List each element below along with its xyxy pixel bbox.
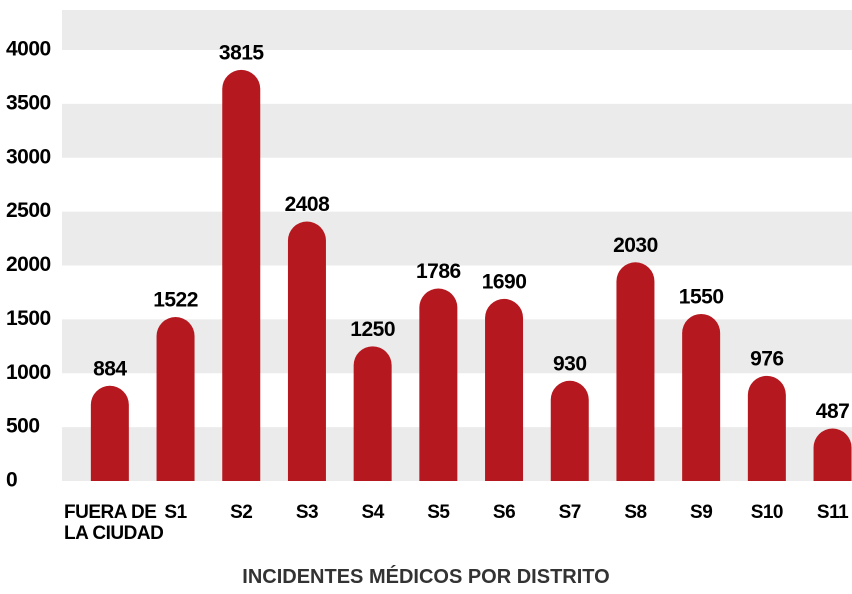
bar [287,221,326,481]
bar [747,375,786,481]
x-tick-label: S1 [164,502,187,523]
grid-band [62,103,852,158]
y-tick-label: 3000 [6,145,51,168]
value-label: 487 [816,400,850,423]
y-tick-label: 2500 [6,199,51,222]
chart-title: INCIDENTES MÉDICOS POR DISTRITO [242,566,610,588]
value-label: 2030 [613,234,658,257]
value-label: 1550 [679,286,724,309]
x-tick-label: S2 [230,502,253,523]
bar [419,288,458,481]
bar [90,385,129,481]
x-tick-label: S9 [690,502,713,523]
value-label: 3815 [219,41,265,64]
value-label: 884 [93,357,127,380]
bar [485,298,524,481]
bar [353,346,392,481]
bar [550,380,589,481]
bar [682,313,721,481]
x-tick-label: S5 [427,502,450,523]
value-label: 1250 [350,318,395,341]
grid-band [62,10,852,50]
value-label: 1522 [153,289,198,312]
x-tick-label: S11 [816,502,849,523]
value-label: 976 [750,347,784,370]
bar [616,262,655,481]
x-tick-label: S4 [361,502,385,523]
value-label: 930 [553,352,587,375]
grid-band [62,211,852,266]
y-tick-label: 4000 [6,38,51,61]
x-tick-label: S7 [558,502,582,523]
y-tick-label: 0 [6,469,17,492]
x-tick-label: S3 [295,502,319,523]
bar [156,317,195,481]
y-tick-label: 2000 [6,253,51,276]
value-label: 1690 [482,270,527,293]
x-tick-label: S6 [492,502,516,523]
bar [222,69,261,481]
y-tick-label: 1500 [6,307,51,330]
y-tick-label: 1000 [6,361,51,384]
value-label: 2408 [285,193,331,216]
y-tick-label: 500 [6,415,40,438]
x-tick-label: S10 [750,502,784,523]
value-label: 1786 [416,260,461,283]
bar [813,428,852,481]
x-tick-label: FUERA DE LA CIUDAD [64,502,164,544]
y-tick-label: 3500 [6,91,51,114]
x-tick-label: S8 [624,502,647,523]
